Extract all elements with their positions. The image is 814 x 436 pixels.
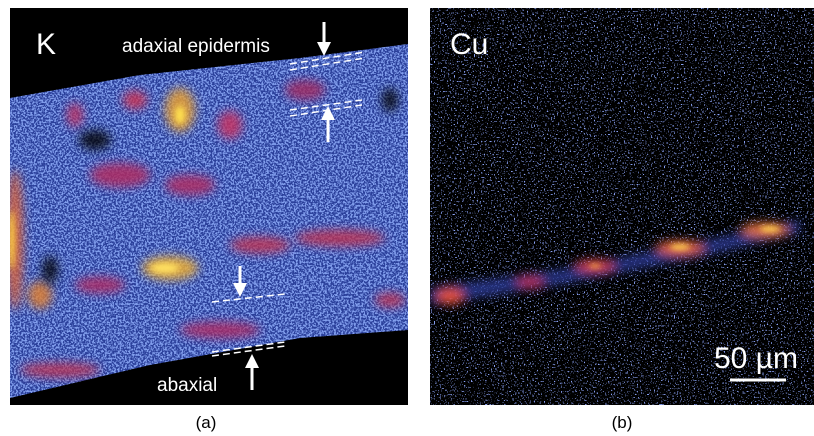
annotation: adaxial epidermis [122, 36, 270, 57]
panel-label: K [36, 28, 56, 61]
caption: (b) [612, 413, 633, 432]
caption: (a) [196, 413, 217, 432]
panel-b: Cu 50 µm (b) [430, 8, 814, 432]
panel-label: Cu [450, 28, 488, 61]
figure: K adaxial epidermis abaxial (a) Cu 50 µ [0, 0, 814, 436]
annotation: abaxial [157, 375, 217, 396]
panel-a: K adaxial epidermis abaxial (a) [7, 8, 408, 432]
scale-bar-label: 50 µm [714, 342, 798, 375]
